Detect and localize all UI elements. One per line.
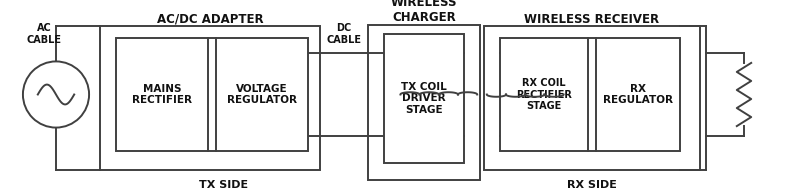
Text: WIRELESS
CHARGER: WIRELESS CHARGER [390,0,458,24]
Text: RX SIDE: RX SIDE [567,180,617,189]
Text: AC/DC ADAPTER: AC/DC ADAPTER [157,12,263,26]
Text: MAINS
RECTIFIER: MAINS RECTIFIER [132,84,192,105]
Text: AC
CABLE: AC CABLE [26,23,62,45]
Bar [384,34,464,163]
Bar [216,38,308,151]
Text: VOLTAGE
REGULATOR: VOLTAGE REGULATOR [227,84,297,105]
Text: RX
REGULATOR: RX REGULATOR [603,84,673,105]
Text: WIRELESS RECEIVER: WIRELESS RECEIVER [525,12,659,26]
Ellipse shape [23,61,89,128]
Bar [596,38,680,151]
Bar [368,25,480,180]
Text: TX SIDE: TX SIDE [199,180,249,189]
Bar [100,26,320,170]
Text: TX COIL
DRIVER
STAGE: TX COIL DRIVER STAGE [401,82,447,115]
Text: RX COIL
RECTIFIER
STAGE: RX COIL RECTIFIER STAGE [516,78,572,111]
Bar [500,38,588,151]
Bar [116,38,208,151]
Text: DC
CABLE: DC CABLE [326,23,362,45]
Bar [484,26,700,170]
